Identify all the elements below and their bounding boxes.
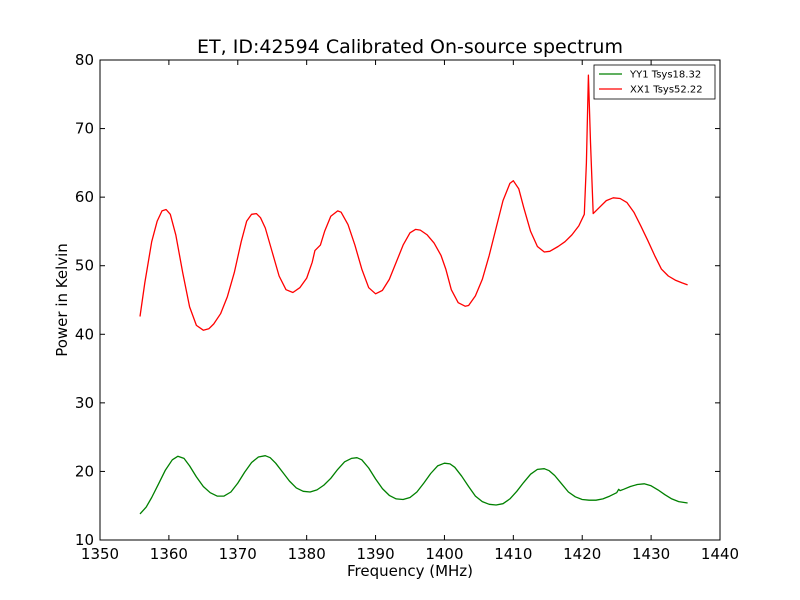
x-tick-label: 1360: [150, 545, 188, 563]
legend-label-xx1: XX1 Tsys52.22: [630, 85, 703, 96]
x-tick-label: 1440: [701, 545, 739, 563]
x-tick-label: 1420: [563, 545, 601, 563]
series-layer: [139, 74, 688, 515]
y-tick-label: 10: [75, 531, 94, 549]
y-axis: 10 20 30 40 50 60 70 80: [75, 51, 720, 549]
y-tick-label: 50: [75, 257, 94, 275]
x-tick-label: 1370: [219, 545, 257, 563]
x-axis-label: Frequency (MHz): [347, 562, 473, 580]
plot-frame: [99, 59, 721, 541]
y-tick-label: 70: [75, 120, 94, 138]
y-tick-label: 20: [75, 462, 94, 480]
legend: YY1 Tsys18.32 XX1 Tsys52.22: [593, 64, 716, 100]
plot-area: [99, 59, 721, 541]
legend-frame: [593, 64, 716, 100]
x-tick-label: 1400: [425, 545, 463, 563]
y-tick-label: 40: [75, 325, 94, 343]
plot-background: [100, 60, 720, 540]
x-tick-label: 1390: [356, 545, 394, 563]
y-tick-label: 60: [75, 188, 94, 206]
y-tick-label: 30: [75, 394, 94, 412]
chart-title: ET, ID:42594 Calibrated On-source spectr…: [197, 36, 623, 58]
series-line-0: [139, 455, 688, 515]
x-tick-label: 1350: [81, 545, 119, 563]
series-line-1: [139, 74, 688, 331]
x-axis: 1350 1360 1370 1380 1390 1400 1410 1420 1430 1440: [81, 60, 739, 563]
legend-label-yy1: YY1 Tsys18.32: [629, 70, 701, 81]
y-tick-label: 80: [75, 51, 94, 69]
x-tick-label: 1380: [288, 545, 326, 563]
y-axis-label: Power in Kelvin: [53, 243, 71, 357]
x-tick-label: 1430: [632, 545, 670, 563]
x-tick-label: 1410: [494, 545, 532, 563]
